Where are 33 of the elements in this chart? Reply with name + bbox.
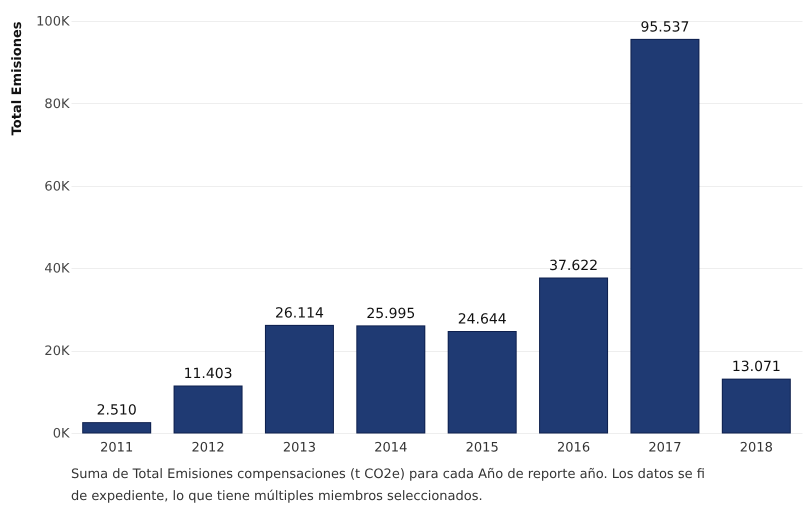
bar — [539, 277, 608, 434]
bar — [174, 386, 243, 434]
bar — [722, 378, 791, 434]
x-tick-label: 2014 — [374, 440, 408, 456]
y-tick-label: 20K — [44, 344, 70, 360]
bar — [630, 38, 700, 434]
x-tick-label: 2018 — [740, 440, 773, 456]
x-tick-label: 2016 — [557, 440, 590, 456]
bar — [264, 324, 334, 434]
data-label: 26.114 — [274, 305, 324, 322]
bar — [356, 325, 426, 434]
y-tick-label: 60K — [44, 179, 70, 194]
data-label: 13.071 — [732, 359, 781, 376]
text: de expediente, lo que tiene múltiples miembros seleccionados. — [71, 489, 483, 504]
data-label: 24.644 — [458, 311, 507, 328]
x-tick-label: 2015 — [466, 440, 499, 456]
bar — [448, 330, 517, 434]
bar — [82, 422, 152, 434]
x-tick-label: 2012 — [192, 440, 225, 456]
y-tick-label: 100K — [36, 14, 70, 30]
y-tick-label: 0K — [52, 426, 70, 442]
x-tick-label: 2013 — [282, 440, 316, 456]
y-axis-title: Total Emisiones — [10, 21, 26, 136]
data-label: 25.995 — [366, 306, 416, 322]
x-tick-label: 2011 — [100, 440, 134, 456]
data-label: 2.510 — [96, 402, 137, 419]
text: Suma de Total Emisiones compensaciones (t CO2e) para cada Año de reporte año. Los datos se fi — [71, 467, 705, 482]
data-label: 37.622 — [549, 258, 598, 274]
y-tick-label: 40K — [44, 262, 70, 277]
data-label: 95.537 — [640, 19, 690, 36]
y-tick-label: 80K — [44, 96, 70, 112]
x-tick-label: 2017 — [648, 440, 682, 456]
data-label: 11.403 — [184, 366, 233, 382]
